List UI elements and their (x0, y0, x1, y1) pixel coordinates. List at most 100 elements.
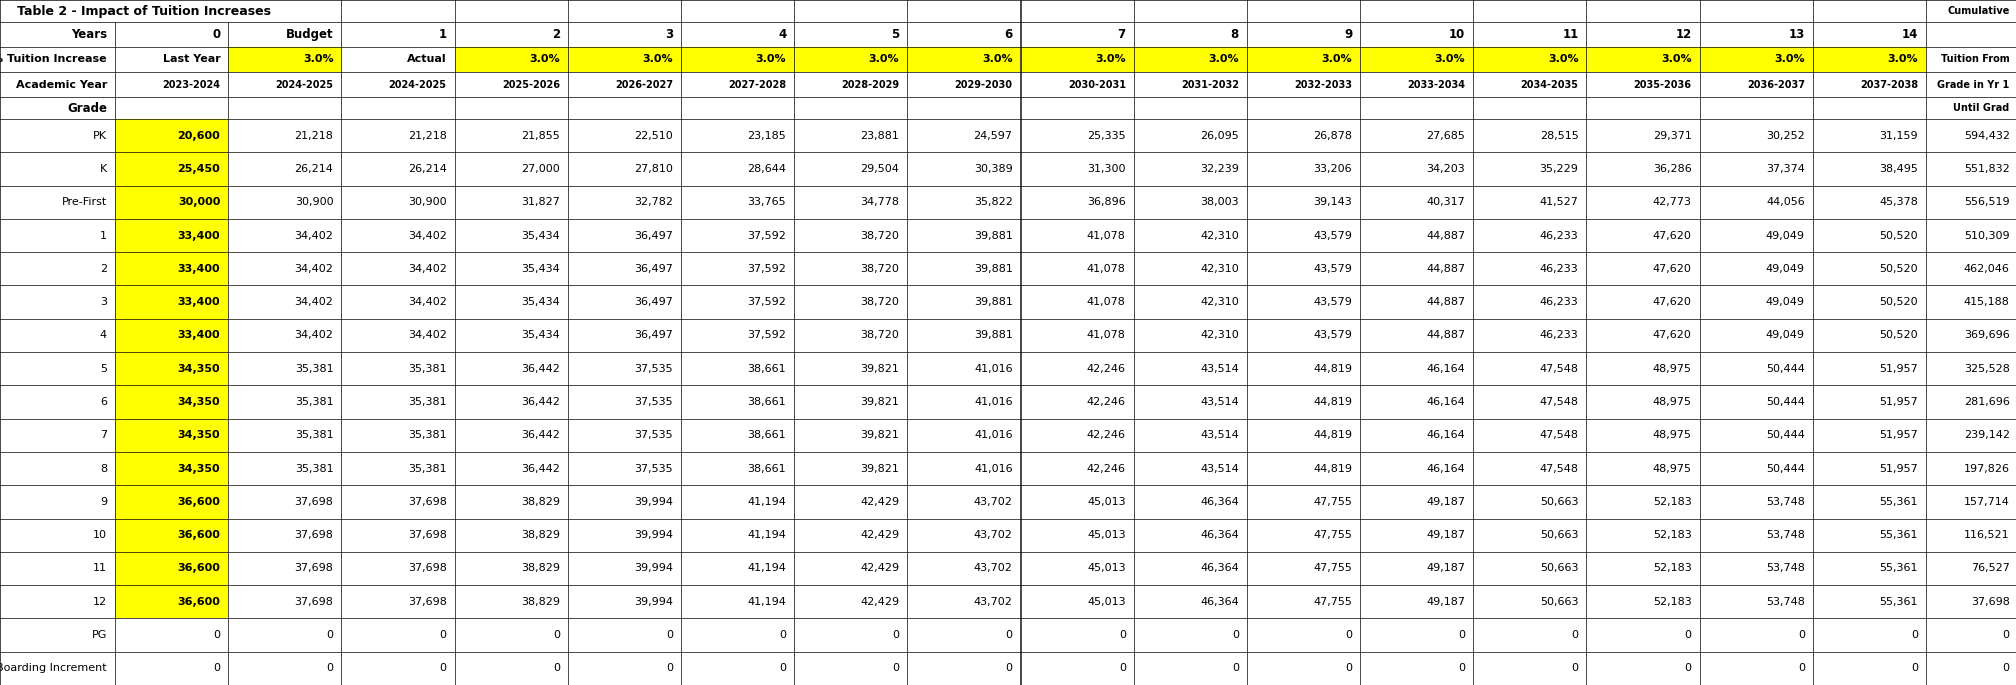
Text: 33,400: 33,400 (177, 264, 220, 274)
Text: 36,497: 36,497 (635, 297, 673, 307)
Text: 39,881: 39,881 (974, 264, 1012, 274)
Text: 29,504: 29,504 (861, 164, 899, 174)
Text: 47,548: 47,548 (1540, 430, 1579, 440)
Text: 55,361: 55,361 (1879, 497, 1917, 507)
Text: 2037-2038: 2037-2038 (1861, 79, 1917, 90)
Text: 37,698: 37,698 (407, 564, 448, 573)
Text: Table 2 - Impact of Tuition Increases: Table 2 - Impact of Tuition Increases (16, 5, 270, 18)
Text: 49,187: 49,187 (1427, 530, 1466, 540)
Text: 39,994: 39,994 (633, 497, 673, 507)
Text: PG: PG (91, 630, 107, 640)
Text: 1: 1 (439, 28, 448, 41)
Text: 28,644: 28,644 (748, 164, 786, 174)
Text: 0: 0 (665, 630, 673, 640)
Text: 39,994: 39,994 (633, 530, 673, 540)
Text: Actual: Actual (407, 55, 448, 64)
Text: 25,450: 25,450 (177, 164, 220, 174)
Text: 0: 0 (893, 663, 899, 673)
Text: 42,429: 42,429 (861, 564, 899, 573)
Text: 35,434: 35,434 (520, 297, 560, 307)
Text: 0: 0 (2002, 663, 2010, 673)
Text: 35,381: 35,381 (294, 430, 333, 440)
Text: 44,819: 44,819 (1312, 430, 1353, 440)
Text: 43,579: 43,579 (1312, 231, 1353, 240)
Text: 14: 14 (1901, 28, 1917, 41)
Text: 33,400: 33,400 (177, 297, 220, 307)
Text: 55,361: 55,361 (1879, 530, 1917, 540)
Text: 44,819: 44,819 (1312, 464, 1353, 473)
Text: 48,975: 48,975 (1653, 464, 1691, 473)
Text: Pre-First: Pre-First (62, 197, 107, 208)
Text: 3: 3 (101, 297, 107, 307)
Text: 46,164: 46,164 (1427, 364, 1466, 374)
Text: 325,528: 325,528 (1964, 364, 2010, 374)
Text: 36,497: 36,497 (635, 231, 673, 240)
Text: Boarding Increment: Boarding Increment (0, 663, 107, 673)
Text: 46,164: 46,164 (1427, 430, 1466, 440)
Text: 39,821: 39,821 (861, 464, 899, 473)
Text: 21,855: 21,855 (520, 131, 560, 140)
Text: 41,016: 41,016 (974, 464, 1012, 473)
Text: 8: 8 (101, 464, 107, 473)
Text: 0: 0 (212, 28, 220, 41)
Text: 50,663: 50,663 (1540, 597, 1579, 607)
Text: 38,829: 38,829 (520, 597, 560, 607)
Text: 36,286: 36,286 (1653, 164, 1691, 174)
Text: K: K (99, 164, 107, 174)
Text: 42,310: 42,310 (1200, 231, 1240, 240)
Text: 2027-2028: 2027-2028 (728, 79, 786, 90)
Text: 35,434: 35,434 (520, 231, 560, 240)
Text: 0: 0 (214, 663, 220, 673)
Text: Tuition From: Tuition From (1941, 55, 2010, 64)
Text: 50,520: 50,520 (1879, 231, 1917, 240)
Text: 0: 0 (1345, 630, 1353, 640)
Text: 0: 0 (439, 630, 448, 640)
Text: 46,364: 46,364 (1200, 497, 1240, 507)
Text: 44,887: 44,887 (1425, 297, 1466, 307)
Text: 35,381: 35,381 (407, 430, 448, 440)
Text: 39,994: 39,994 (633, 564, 673, 573)
Text: 35,381: 35,381 (294, 364, 333, 374)
Text: 48,975: 48,975 (1653, 397, 1691, 407)
Text: 34,402: 34,402 (294, 231, 333, 240)
Text: 0: 0 (1911, 663, 1917, 673)
Text: 39,881: 39,881 (974, 231, 1012, 240)
Text: 43,702: 43,702 (974, 497, 1012, 507)
Text: 39,143: 39,143 (1312, 197, 1353, 208)
Text: 3.0%: 3.0% (1435, 55, 1466, 64)
Text: 37,374: 37,374 (1766, 164, 1804, 174)
Text: 26,214: 26,214 (294, 164, 333, 174)
Text: 0: 0 (1911, 630, 1917, 640)
Text: 33,765: 33,765 (748, 197, 786, 208)
Text: 27,685: 27,685 (1427, 131, 1466, 140)
Text: 3.0%: 3.0% (1548, 55, 1579, 64)
Text: 369,696: 369,696 (1964, 330, 2010, 340)
Text: 35,381: 35,381 (294, 464, 333, 473)
Text: 5: 5 (891, 28, 899, 41)
Text: 42,310: 42,310 (1200, 264, 1240, 274)
Text: 6: 6 (1004, 28, 1012, 41)
Text: 47,548: 47,548 (1540, 397, 1579, 407)
Text: 49,187: 49,187 (1427, 497, 1466, 507)
Text: 34,203: 34,203 (1427, 164, 1466, 174)
Text: 48,975: 48,975 (1653, 430, 1691, 440)
Text: 594,432: 594,432 (1964, 131, 2010, 140)
Text: 42,429: 42,429 (861, 597, 899, 607)
Text: 0: 0 (1119, 663, 1125, 673)
Text: 37,535: 37,535 (635, 397, 673, 407)
Text: 35,381: 35,381 (294, 397, 333, 407)
Text: 41,016: 41,016 (974, 364, 1012, 374)
Text: 34,778: 34,778 (861, 197, 899, 208)
Text: 21,218: 21,218 (407, 131, 448, 140)
Text: 76,527: 76,527 (1972, 564, 2010, 573)
Text: 0: 0 (327, 630, 333, 640)
Text: 36,442: 36,442 (520, 464, 560, 473)
Text: 0: 0 (1232, 663, 1240, 673)
Text: 38,661: 38,661 (748, 364, 786, 374)
Text: 44,887: 44,887 (1425, 264, 1466, 274)
Text: 37,592: 37,592 (748, 297, 786, 307)
Text: 53,748: 53,748 (1766, 497, 1804, 507)
Text: 26,214: 26,214 (407, 164, 448, 174)
Text: 45,378: 45,378 (1879, 197, 1917, 208)
Text: 34,402: 34,402 (407, 264, 448, 274)
